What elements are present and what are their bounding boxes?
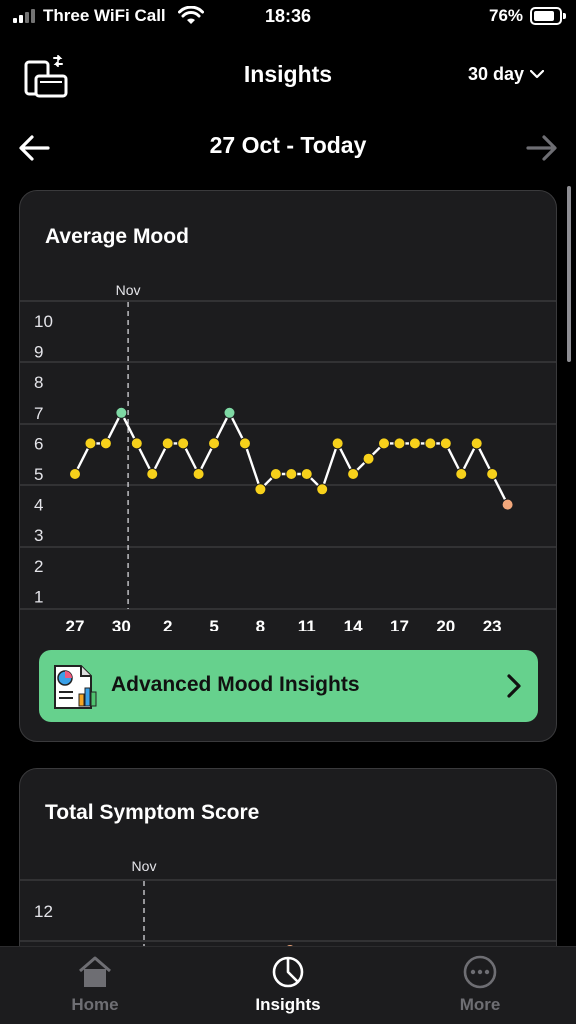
mood-data-point [192, 468, 205, 480]
mood-data-point [331, 437, 344, 450]
mood-data-point [470, 437, 483, 450]
mood-data-point [99, 437, 112, 450]
pie-chart-icon [272, 956, 304, 988]
tab-home[interactable]: Home [35, 955, 155, 1015]
x-tick-label: 8 [256, 617, 265, 631]
carrier-label: Three WiFi Call [43, 6, 166, 25]
mood-data-point [208, 437, 221, 450]
report-document-icon [54, 665, 97, 709]
x-tick-label: 2 [163, 617, 172, 631]
wifi-icon [178, 6, 204, 24]
average-mood-card: Average Mood Nov 10 9 8 7 6 5 4 3 2 1 27 30 2 5 8 11 14 17… [19, 190, 557, 742]
y-tick-label: 7 [34, 404, 43, 423]
total-symptom-score-card: Total Symptom Score Nov 12 [19, 768, 557, 968]
x-tick-label: 23 [483, 617, 502, 631]
y-tick-label: 3 [34, 526, 43, 545]
battery-icon [530, 7, 566, 25]
tab-label: Insights [255, 995, 321, 1014]
mood-data-point [408, 437, 421, 450]
chevron-right-icon [507, 674, 521, 698]
y-tick-label: 6 [34, 434, 43, 453]
battery-percent: 76% [489, 6, 524, 25]
x-tick-label: 30 [112, 617, 131, 631]
tab-bar: Home Insights More [0, 946, 576, 1024]
x-tick-label: 20 [436, 617, 455, 631]
button-label: Advanced Mood Insights [111, 673, 360, 696]
y-tick-label: 12 [34, 902, 53, 921]
signal-icon [13, 9, 39, 23]
tab-more[interactable]: More [420, 955, 540, 1015]
mood-data-point [378, 437, 390, 450]
mood-data-point [238, 437, 251, 450]
advanced-mood-insights-button[interactable]: Advanced Mood Insights [39, 650, 538, 722]
mood-data-point [161, 437, 174, 450]
y-tick-label: 2 [34, 557, 43, 576]
mood-data-point [300, 468, 313, 480]
month-marker-label: Nov [132, 858, 157, 874]
tab-label: More [459, 995, 501, 1014]
chevron-down-icon [530, 70, 545, 79]
status-bar: Three WiFi Call 18:36 76% [0, 0, 576, 34]
clock: 18:36 [264, 6, 312, 26]
y-tick-label: 9 [34, 343, 43, 362]
mood-data-point [223, 406, 236, 419]
mood-data-point [393, 437, 406, 450]
y-tick-label: 8 [34, 373, 43, 392]
mood-data-point [84, 437, 97, 450]
y-tick-label: 4 [34, 496, 43, 515]
card-title: Total Symptom Score [45, 801, 260, 824]
mood-data-point [316, 483, 329, 496]
x-tick-label: 17 [390, 617, 409, 631]
mood-data-point [285, 468, 298, 480]
mood-series-line [73, 411, 509, 506]
page-title: Insights [243, 61, 333, 87]
month-marker-label: Nov [116, 282, 141, 298]
mood-data-point [362, 452, 375, 465]
mood-data-point [439, 437, 452, 450]
range-dropdown[interactable]: 30 day [468, 64, 545, 85]
y-tick-label: 10 [34, 312, 53, 331]
x-tick-label: 5 [209, 617, 218, 631]
mood-data-point [269, 468, 282, 480]
mood-data-point [501, 498, 514, 511]
x-tick-label: 27 [66, 617, 85, 631]
home-icon [79, 956, 111, 987]
date-range-label: 27 Oct - Today [209, 132, 367, 158]
tab-label: Home [71, 995, 119, 1014]
mood-data-point [69, 468, 81, 480]
mood-data-point [424, 437, 437, 450]
mood-data-point [130, 437, 143, 450]
more-dots-icon [463, 955, 497, 989]
x-tick-label: 11 [298, 617, 316, 631]
mood-data-point [455, 468, 468, 480]
y-tick-label: 1 [34, 587, 43, 606]
symptom-chart: Nov 12 [20, 858, 556, 967]
x-tick-label: 14 [344, 617, 363, 631]
y-tick-label: 5 [34, 465, 43, 484]
mood-line-chart: Nov 10 9 8 7 6 5 4 3 2 1 27 30 2 5 8 11 14 17 20 23 [20, 282, 556, 631]
mood-data-point [146, 468, 159, 480]
mood-data-point [347, 468, 360, 480]
mood-data-point [486, 468, 499, 480]
arrow-left-icon[interactable] [18, 132, 52, 164]
arrow-right-icon[interactable] [524, 132, 558, 164]
devices-sync-icon[interactable] [22, 54, 70, 98]
mood-data-point [254, 483, 267, 496]
tab-insights[interactable]: Insights [228, 955, 348, 1015]
range-label: 30 day [468, 64, 525, 84]
mood-data-point [115, 406, 128, 419]
mood-data-point [177, 437, 190, 450]
card-title: Average Mood [45, 225, 189, 248]
scrollbar[interactable] [567, 186, 571, 362]
